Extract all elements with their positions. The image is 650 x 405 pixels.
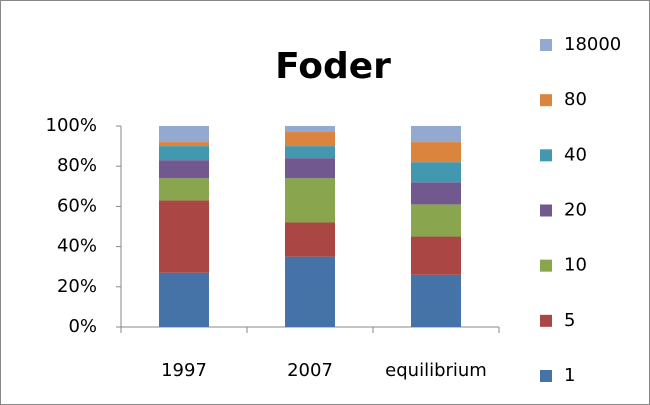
bar-segment xyxy=(411,126,461,143)
y-tick-label: 60% xyxy=(57,195,97,216)
bar-segment xyxy=(411,236,461,275)
y-tick-label: 20% xyxy=(57,276,97,297)
bar-segment xyxy=(285,132,335,147)
bar-segment xyxy=(159,200,209,273)
legend-label: 1 xyxy=(564,365,575,386)
x-tick-label: 2007 xyxy=(287,360,333,381)
bar-segment xyxy=(411,182,461,205)
bar-segment xyxy=(411,274,461,327)
legend-swatch xyxy=(540,259,552,272)
legend-swatch xyxy=(540,370,552,382)
x-tick-label: 1997 xyxy=(161,360,207,381)
bar-segment xyxy=(285,146,335,159)
legend-swatch xyxy=(540,204,552,217)
legend-label: 10 xyxy=(564,255,587,276)
bar-segment xyxy=(159,146,209,161)
legend-swatch xyxy=(540,149,552,162)
bar-segment xyxy=(159,142,209,147)
legend-swatch xyxy=(540,39,552,51)
chart-title: Foder xyxy=(275,46,391,87)
x-tick-label: equilibrium xyxy=(385,360,487,381)
legend-label: 18000 xyxy=(564,34,621,55)
legend-label: 80 xyxy=(564,89,587,110)
y-tick-label: 0% xyxy=(68,316,97,337)
bar-segment xyxy=(411,162,461,183)
legend-label: 20 xyxy=(564,200,587,221)
bar-segment xyxy=(285,126,335,133)
legend-swatch xyxy=(540,314,552,327)
legend-swatch xyxy=(540,94,552,107)
y-tick-label: 100% xyxy=(46,115,97,136)
bar-segment xyxy=(159,272,209,327)
legend-label: 5 xyxy=(564,310,575,331)
bar-segment xyxy=(411,142,461,163)
bar-segment xyxy=(159,178,209,201)
bar-segment xyxy=(285,222,335,257)
y-tick-label: 80% xyxy=(57,155,97,176)
bar-segment xyxy=(285,178,335,223)
bar-segment xyxy=(159,160,209,179)
bar-segment xyxy=(411,204,461,237)
legend-label: 40 xyxy=(564,144,587,165)
bar-segment xyxy=(285,158,335,179)
y-tick-label: 40% xyxy=(57,236,97,257)
bar-segment xyxy=(159,126,209,143)
bar-segment xyxy=(285,256,335,327)
